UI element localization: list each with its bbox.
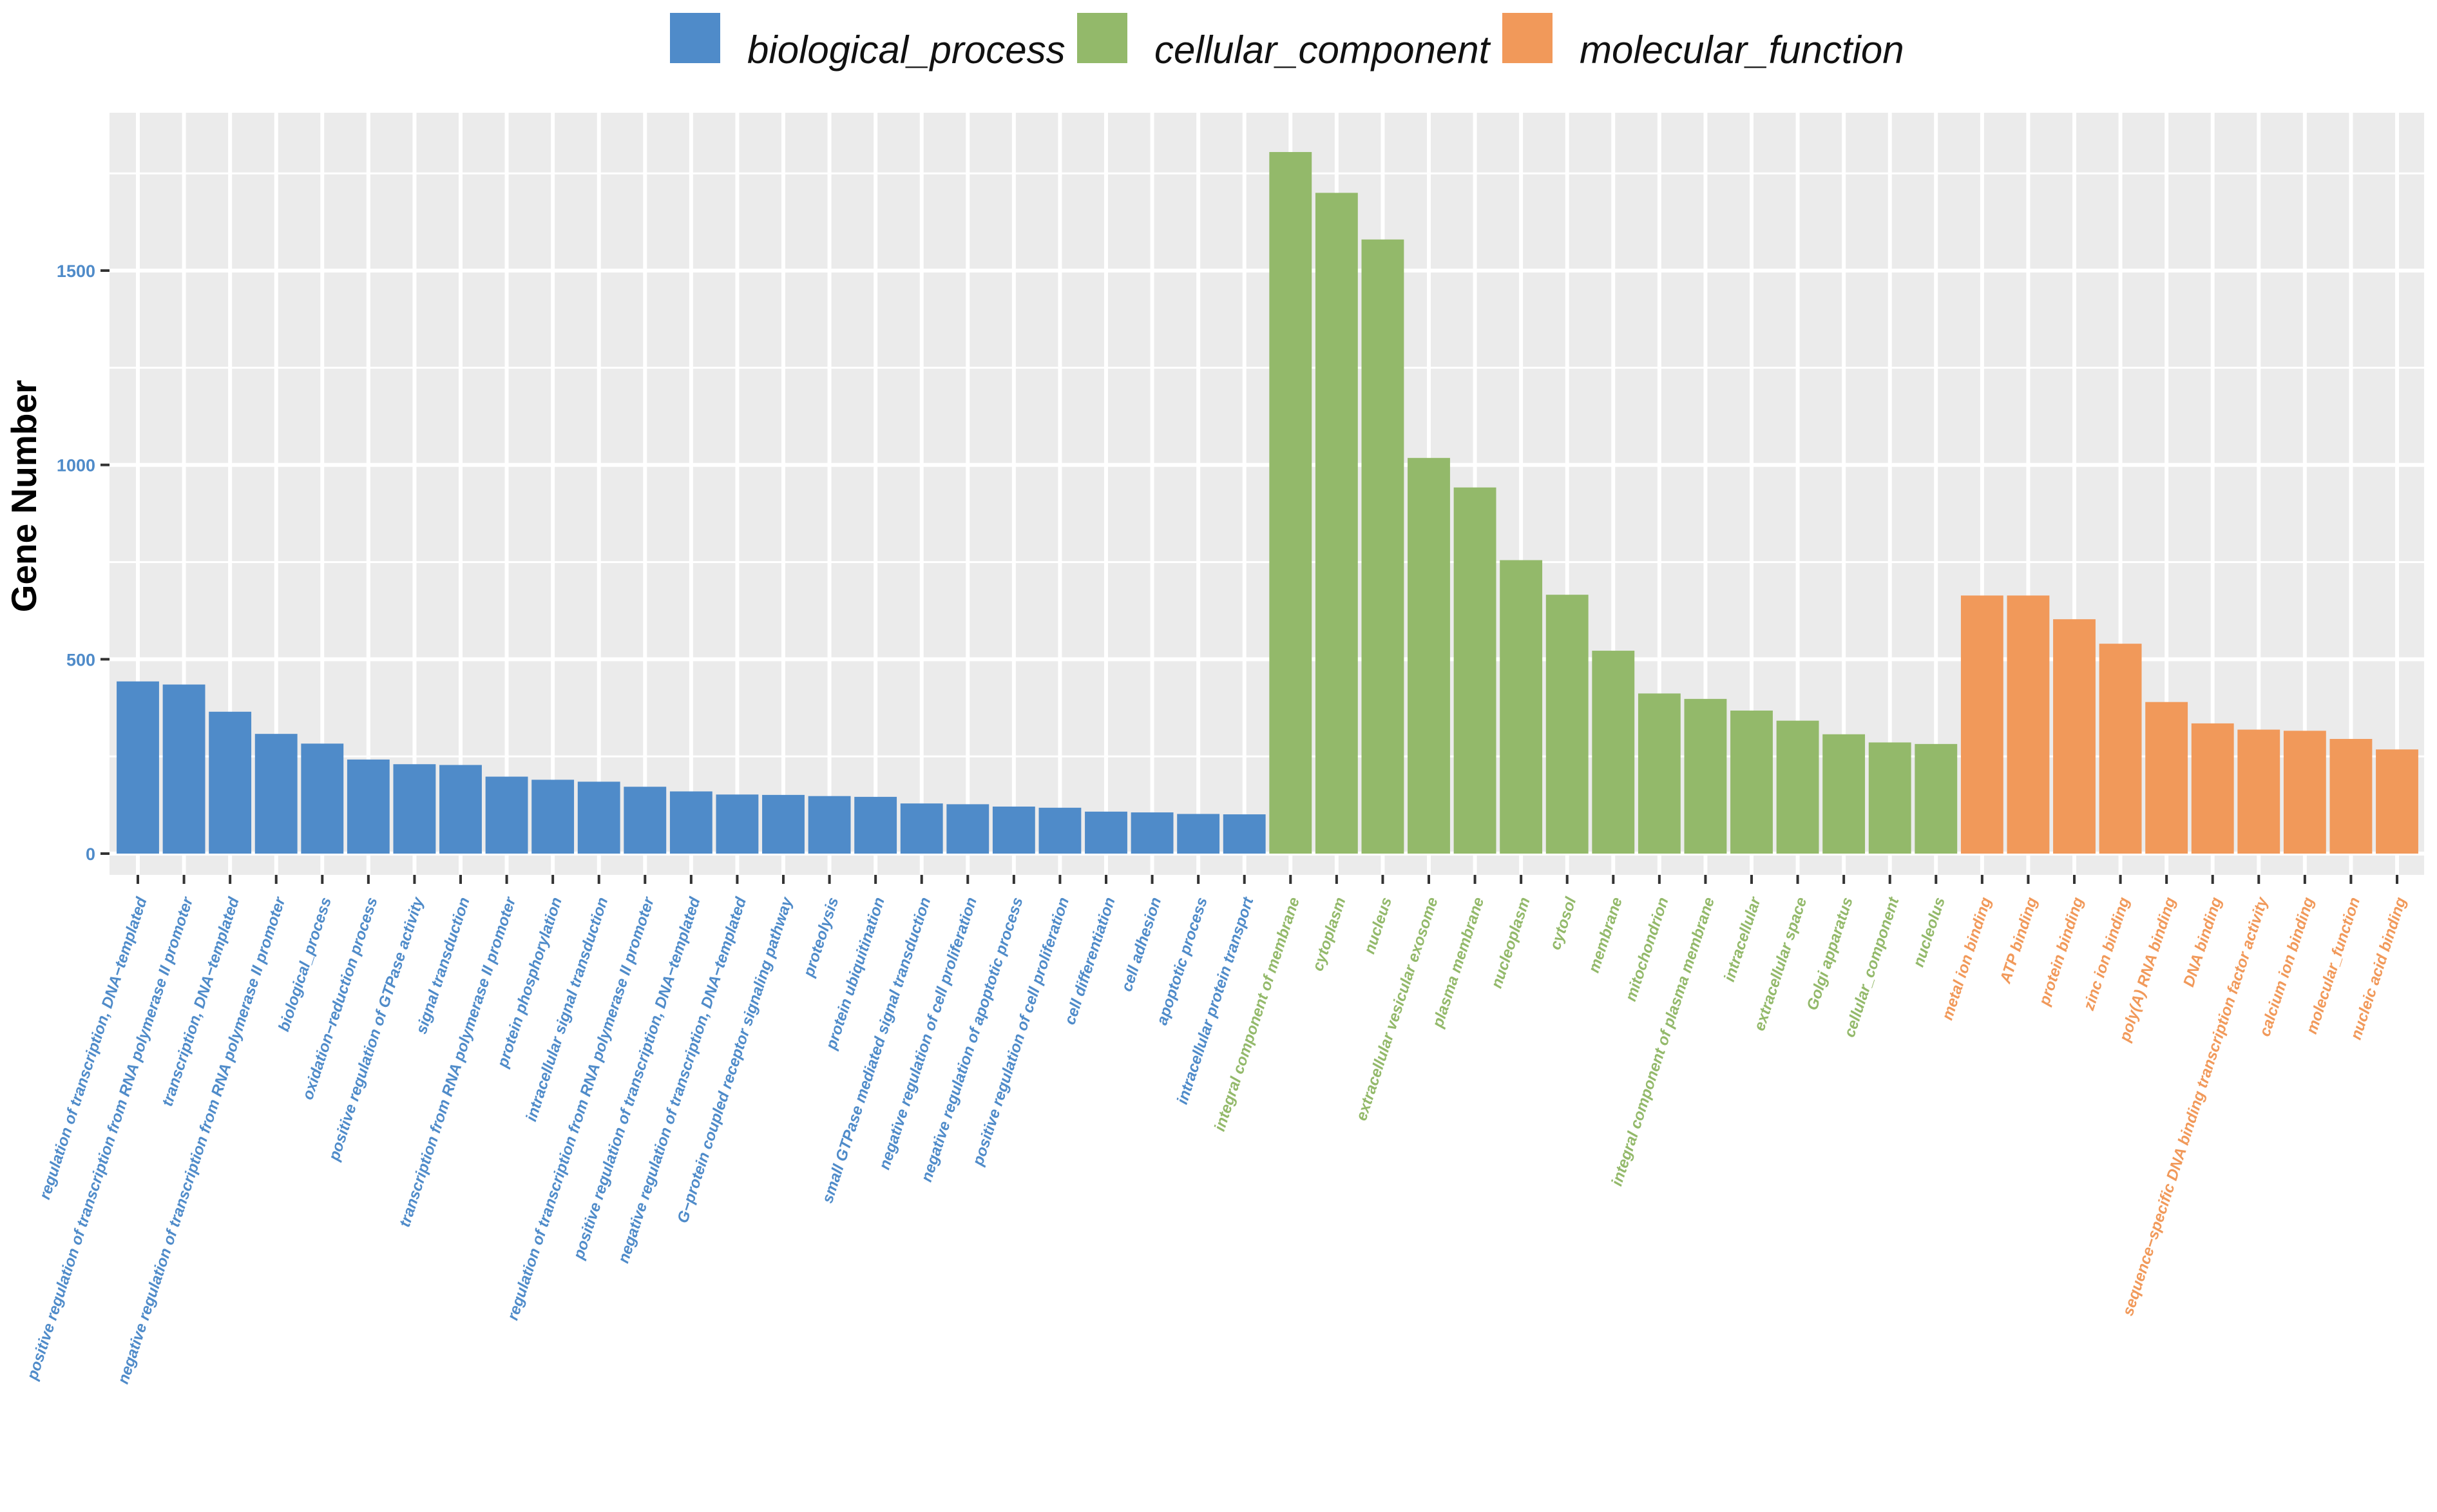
x-tick-label: extracellular vesicular exosome	[1353, 895, 1442, 1123]
bar-cellular_component	[1361, 239, 1404, 854]
bar-biological_process	[531, 780, 575, 854]
bar-cellular_component	[1638, 693, 1681, 854]
y-tick-label: 0	[86, 845, 95, 864]
bar-cellular_component	[1868, 742, 1911, 854]
bar-biological_process	[946, 804, 989, 854]
bar-cellular_component	[1730, 710, 1773, 854]
x-tick-label: cytosol	[1547, 894, 1580, 952]
x-tick-label: zinc ion binding	[2080, 895, 2134, 1013]
bar-molecular_function	[2007, 595, 2050, 854]
x-tick-label: apoptotic process	[1153, 895, 1211, 1028]
x-tick-label: membrane	[1585, 895, 1626, 975]
x-tick-label: positive regulation of cell proliferatio…	[969, 895, 1073, 1169]
x-tick-label: cell differentiation	[1061, 895, 1118, 1028]
legend-swatch	[1502, 13, 1553, 63]
bar-molecular_function	[2283, 731, 2326, 854]
x-axis: regulation of transcription, DNA−templat…	[23, 875, 2410, 1386]
bar-biological_process	[1085, 811, 1127, 854]
bar-cellular_component	[1915, 743, 1958, 854]
bar-cellular_component	[1453, 487, 1496, 854]
bar-molecular_function	[2053, 619, 2096, 854]
bar-biological_process	[1131, 812, 1174, 854]
bar-cellular_component	[1315, 193, 1358, 854]
y-axis-label: Gene Number	[4, 380, 44, 613]
bar-cellular_component	[1822, 734, 1866, 854]
bar-molecular_function	[2145, 702, 2188, 854]
bar-cellular_component	[1776, 720, 1819, 854]
x-tick-label: negative regulation of transcription fro…	[115, 894, 289, 1386]
bar-cellular_component	[1592, 651, 1635, 854]
bar-molecular_function	[2099, 644, 2142, 854]
bar-molecular_function	[2191, 723, 2234, 854]
x-tick-label: nucleolus	[1910, 895, 1949, 970]
bar-cellular_component	[1545, 595, 1589, 854]
legend-label: biological_process	[747, 28, 1066, 72]
x-tick-label: proteolysis	[800, 895, 843, 980]
y-tick-label: 1000	[57, 456, 95, 475]
bar-biological_process	[301, 743, 344, 854]
bar-cellular_component	[1684, 698, 1727, 854]
y-tick-label: 1500	[57, 262, 95, 281]
x-tick-label: cytoplasm	[1309, 895, 1349, 973]
legend-label: cellular_component	[1154, 28, 1491, 72]
bar-biological_process	[624, 787, 667, 854]
bar-biological_process	[117, 681, 159, 854]
x-tick-label: nucleus	[1361, 895, 1395, 957]
bar-biological_process	[393, 764, 436, 854]
bar-biological_process	[254, 734, 298, 854]
bar-molecular_function	[1960, 595, 2003, 854]
bar-biological_process	[762, 794, 805, 854]
bar-biological_process	[162, 684, 205, 854]
x-tick-label: mitochondrion	[1622, 895, 1672, 1004]
x-tick-label: nucleoplasm	[1488, 895, 1534, 991]
x-tick-label: Golgi apparatus	[1804, 895, 1857, 1013]
bar-biological_process	[577, 781, 620, 854]
bar-biological_process	[1223, 814, 1266, 854]
x-tick-label: DNA binding	[2180, 895, 2225, 989]
bar-cellular_component	[1408, 457, 1450, 854]
x-tick-label: intracellular signal transduction	[522, 895, 611, 1124]
bar-cellular_component	[1269, 151, 1312, 854]
bar-biological_process	[485, 776, 528, 854]
legend-label: molecular_function	[1580, 28, 1904, 72]
x-tick-label: integral component of plasma membrane	[1608, 895, 1718, 1189]
bar-biological_process	[1038, 807, 1082, 854]
x-tick-label: ATP binding	[1996, 895, 2041, 986]
bar-biological_process	[439, 765, 482, 854]
bar-molecular_function	[2376, 749, 2418, 854]
x-tick-label: metal ion binding	[1938, 895, 1994, 1022]
x-tick-label: positive regulation of GTPase activity	[325, 894, 428, 1163]
legend: biological_process cellular_component mole…	[670, 13, 1904, 72]
bar-biological_process	[808, 796, 851, 854]
legend-swatch	[1077, 13, 1127, 63]
x-tick-label: integral component of membrane	[1211, 895, 1303, 1134]
bar-biological_process	[716, 794, 759, 854]
bar-biological_process	[209, 711, 252, 854]
bar-molecular_function	[2329, 739, 2373, 854]
bar-cellular_component	[1500, 560, 1543, 854]
x-tick-label: plasma membrane	[1429, 895, 1487, 1031]
x-tick-label: cell adhesion	[1118, 895, 1165, 994]
bar-biological_process	[1177, 814, 1220, 854]
y-tick-label: 500	[66, 650, 95, 669]
bars	[117, 151, 2418, 854]
bar-biological_process	[669, 791, 712, 854]
bar-biological_process	[854, 796, 897, 854]
x-tick-label: intracellular	[1721, 894, 1764, 984]
bar-biological_process	[347, 759, 390, 854]
x-tick-label: protein binding	[2036, 895, 2087, 1008]
x-tick-label: extracellular space	[1751, 895, 1810, 1033]
y-axis: 0 500 1000 1500	[57, 262, 110, 864]
bar-biological_process	[992, 806, 1035, 854]
legend-swatch	[670, 13, 720, 63]
bar-molecular_function	[2237, 729, 2280, 854]
bar-biological_process	[900, 803, 943, 854]
